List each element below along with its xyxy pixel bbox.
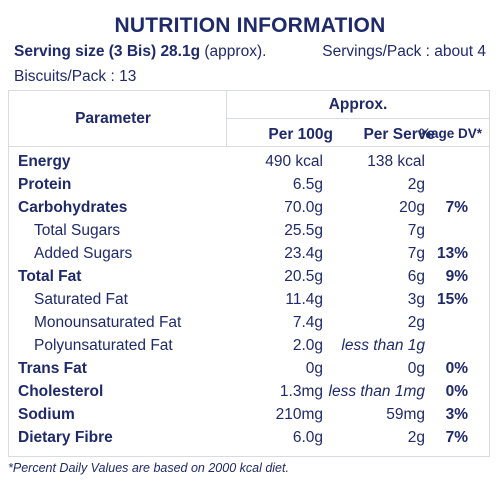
row-per-100g: 490 kcal <box>265 153 323 170</box>
row-parameter: Energy <box>18 153 71 170</box>
row-dv: 0% <box>445 360 468 377</box>
row-parameter: Saturated Fat <box>34 291 128 308</box>
header-dv: %age DV* <box>418 126 482 141</box>
table-row: Total Sugars 25.5g 7g <box>8 220 490 243</box>
row-per-serve: 2g <box>407 429 425 446</box>
row-dv: 15% <box>436 291 468 308</box>
header-approx: Approx. <box>328 96 388 113</box>
row-per-100g: 0g <box>305 360 323 377</box>
row-parameter: Added Sugars <box>34 245 133 262</box>
row-per-serve: 59mg <box>386 406 425 423</box>
biscuits-per-pack: Biscuits/Pack : 13 <box>14 68 137 85</box>
serving-size: Serving size (3 Bis) 28.1g (approx). <box>14 43 266 61</box>
table-row: Polyunsaturated Fat 2.0g less than 1g <box>8 335 490 358</box>
row-per-100g: 2.0g <box>292 337 323 354</box>
row-per-serve: 138 kcal <box>367 153 425 170</box>
table-row: Carbohydrates 70.0g 20g 7% <box>8 197 490 220</box>
header-parameter: Parameter <box>75 110 151 127</box>
row-per-serve: 7g <box>407 245 425 262</box>
row-parameter: Cholesterol <box>18 383 104 400</box>
row-per-100g: 25.5g <box>284 222 323 239</box>
row-per-100g: 210mg <box>275 406 323 423</box>
row-per-100g: 20.5g <box>284 268 323 285</box>
nutrition-table <box>8 90 490 457</box>
row-per-100g: 6.0g <box>292 429 323 446</box>
row-per-100g: 7.4g <box>292 314 323 331</box>
row-per-serve: 2g <box>407 314 425 331</box>
row-dv: 3% <box>445 406 468 423</box>
row-per-serve: 2g <box>407 176 425 193</box>
header-per-serve: Per Serve <box>363 126 435 143</box>
header-per-100g: Per 100g <box>268 126 333 143</box>
row-parameter: Carbohydrates <box>18 199 128 216</box>
row-parameter: Monounsaturated Fat <box>34 314 182 331</box>
row-parameter: Total Fat <box>18 268 82 285</box>
row-per-serve: 7g <box>407 222 425 239</box>
table-divider <box>8 146 490 147</box>
table-row: Trans Fat 0g 0g 0% <box>8 358 490 381</box>
footnote: *Percent Daily Values are based on 2000 … <box>8 461 289 475</box>
row-parameter: Sodium <box>18 406 75 423</box>
table-divider <box>226 118 490 119</box>
row-parameter: Polyunsaturated Fat <box>34 337 173 354</box>
row-per-100g: 11.4g <box>285 291 323 308</box>
row-per-100g: 23.4g <box>284 245 323 262</box>
row-parameter: Protein <box>18 176 72 193</box>
table-row: Monounsaturated Fat 7.4g 2g <box>8 312 490 335</box>
row-per-serve: less than 1g <box>341 337 425 354</box>
row-per-100g: 6.5g <box>292 176 323 193</box>
table-row: Dietary Fibre 6.0g 2g 7% <box>8 427 490 450</box>
serving-size-label: Serving size (3 Bis) 28.1g <box>14 43 201 60</box>
row-dv: 13% <box>436 245 468 262</box>
row-per-serve: 3g <box>407 291 425 308</box>
row-parameter: Trans Fat <box>18 360 87 377</box>
table-row: Energy 490 kcal 138 kcal <box>8 151 490 174</box>
table-row: Cholesterol 1.3mg less than 1mg 0% <box>8 381 490 404</box>
row-parameter: Total Sugars <box>34 222 121 239</box>
table-row: Saturated Fat 11.4g 3g 15% <box>8 289 490 312</box>
table-row: Sodium 210mg 59mg 3% <box>8 404 490 427</box>
page-title: NUTRITION INFORMATION <box>114 14 386 37</box>
row-per-serve: 20g <box>399 199 425 216</box>
row-per-serve: less than 1mg <box>328 383 426 400</box>
row-parameter: Dietary Fibre <box>18 429 113 446</box>
row-dv: 7% <box>445 429 468 446</box>
row-per-100g: 70.0g <box>284 199 323 216</box>
row-dv: 0% <box>445 383 468 400</box>
servings-per-pack: Servings/Pack : about 4 <box>322 43 486 60</box>
row-dv: 7% <box>445 199 468 216</box>
row-per-serve: 0g <box>407 360 425 377</box>
serving-size-suffix: (approx). <box>204 43 267 60</box>
row-per-100g: 1.3mg <box>279 383 323 400</box>
table-row: Protein 6.5g 2g <box>8 174 490 197</box>
row-dv: 9% <box>445 268 468 285</box>
row-per-serve: 6g <box>407 268 425 285</box>
table-row: Added Sugars 23.4g 7g 13% <box>8 243 490 266</box>
table-row: Total Fat 20.5g 6g 9% <box>8 266 490 289</box>
